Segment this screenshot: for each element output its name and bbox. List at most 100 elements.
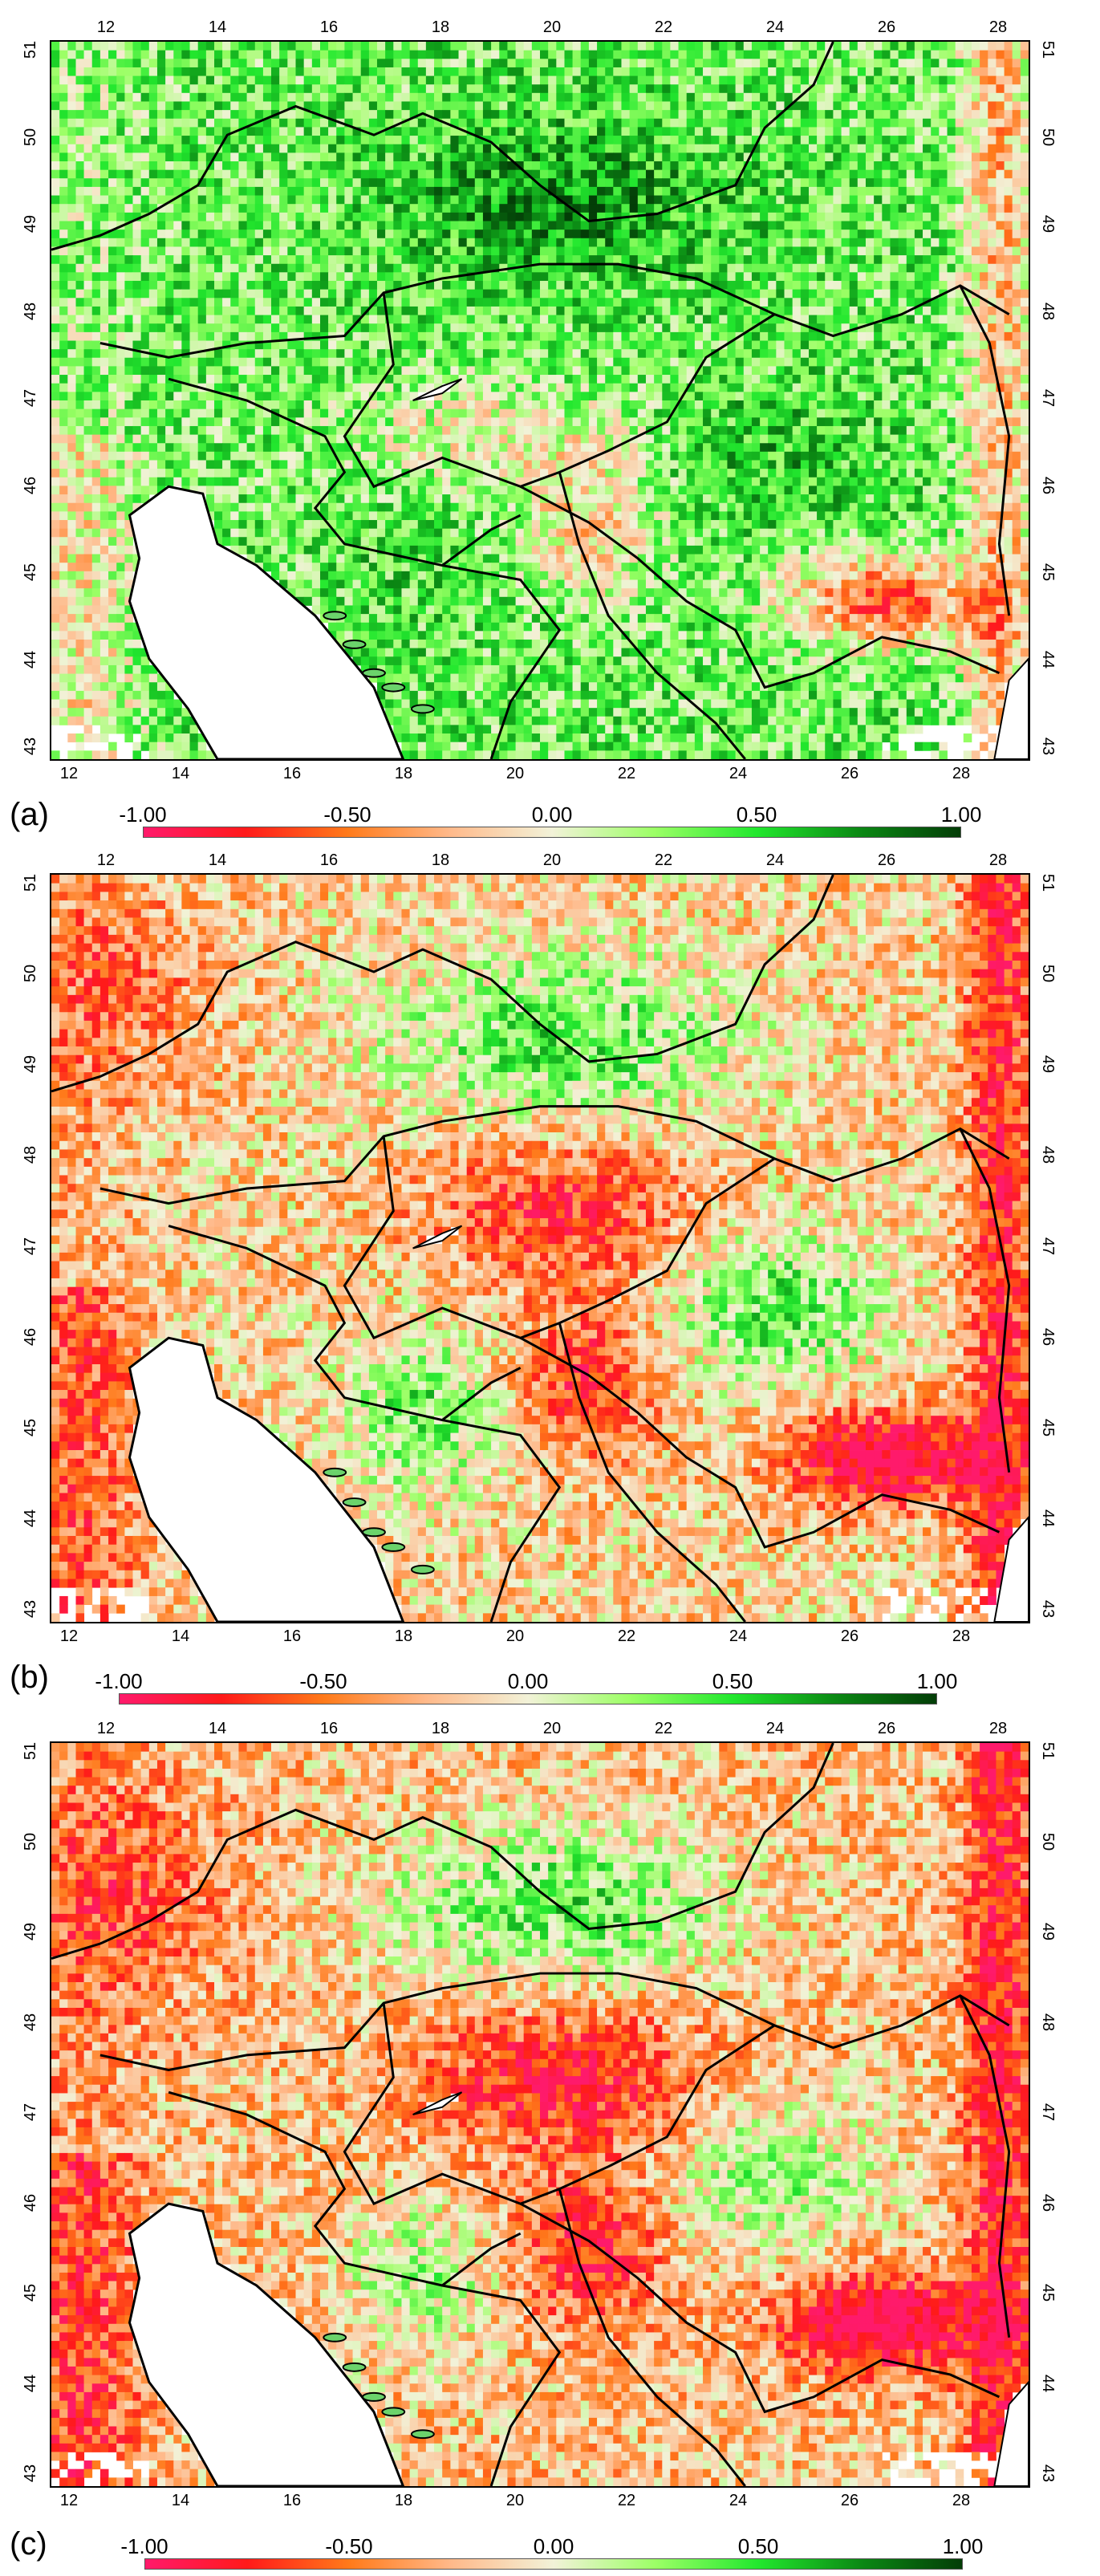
colorbar-tick-label: 0.00: [534, 2536, 574, 2557]
panel-a-label: (a): [10, 798, 49, 831]
lat-tick-right: 43: [1039, 737, 1057, 755]
lon-tick-top: 28: [989, 852, 1007, 868]
colorbar-tick-label: 1.00: [943, 2536, 984, 2557]
lon-tick-top: 22: [655, 1721, 672, 1737]
map-b-borders: [51, 875, 1029, 1622]
colorbar-c: [144, 2558, 963, 2570]
lat-tick-right: 44: [1039, 2374, 1057, 2391]
lon-tick-top: 26: [878, 852, 895, 868]
panel-b: (b) -1.00 -0.50 0.00 0.50 1.00 12 12 14 14 16 16 1…: [0, 852, 1100, 1717]
lat-tick-right: 47: [1039, 2103, 1057, 2121]
lat-tick-left: 49: [22, 1923, 39, 1940]
colorbar-tick-label: -0.50: [325, 2536, 372, 2557]
lat-tick-left: 45: [22, 2284, 39, 2302]
map-c-cells: [51, 1743, 1029, 2486]
lon-tick-bottom: 16: [283, 2493, 301, 2509]
lon-tick-top: 14: [209, 1721, 226, 1737]
lon-tick-top: 26: [878, 19, 895, 35]
lat-tick-right: 45: [1039, 563, 1057, 581]
lon-tick-bottom: 24: [729, 1628, 747, 1644]
lat-tick-left: 46: [22, 476, 39, 494]
lat-tick-right: 45: [1039, 2284, 1057, 2302]
lat-tick-right: 47: [1039, 1237, 1057, 1254]
lat-tick-right: 46: [1039, 2193, 1057, 2211]
lat-tick-left: 48: [22, 2013, 39, 2030]
lat-tick-right: 50: [1039, 1832, 1057, 1850]
colorbar-tick-label: -1.00: [119, 804, 166, 825]
lon-tick-top: 18: [432, 19, 449, 35]
lat-tick-right: 50: [1039, 128, 1057, 145]
lat-tick-right: 49: [1039, 1055, 1057, 1073]
lat-tick-right: 48: [1039, 1146, 1057, 1164]
lat-tick-left: 46: [22, 1328, 39, 1346]
colorbar-tick-label: 0.00: [532, 804, 573, 825]
lat-tick-right: 43: [1039, 1600, 1057, 1618]
panel-b-label: (b): [10, 1661, 49, 1693]
lon-tick-top: 14: [209, 852, 226, 868]
lon-tick-top: 16: [320, 852, 338, 868]
lon-tick-top: 16: [320, 1721, 338, 1737]
lon-tick-bottom: 26: [841, 1628, 858, 1644]
lat-tick-right: 49: [1039, 215, 1057, 233]
colorbar-tick-label: -1.00: [120, 2536, 168, 2557]
lon-tick-bottom: 12: [60, 1628, 78, 1644]
lon-tick-bottom: 22: [618, 2493, 635, 2509]
lon-tick-bottom: 20: [506, 766, 524, 782]
colorbar-a: [143, 827, 961, 838]
lat-tick-right: 48: [1039, 302, 1057, 319]
lat-tick-left: 44: [22, 2374, 39, 2391]
lon-tick-top: 28: [989, 19, 1007, 35]
panel-c: (c) -1.00 -0.50 0.00 0.50 1.00 12 12 14 14 16 16 1…: [0, 1717, 1100, 2576]
lat-tick-left: 47: [22, 2103, 39, 2121]
map-a-cells: [51, 42, 1029, 759]
lon-tick-top: 14: [209, 19, 226, 35]
colorbar-tick-label: 0.00: [508, 1671, 549, 1692]
map-c-svg: [51, 1743, 1029, 2486]
map-a: [50, 40, 1030, 761]
lon-tick-top: 12: [97, 1721, 115, 1737]
lon-tick-bottom: 28: [952, 2493, 970, 2509]
lat-tick-left: 49: [22, 215, 39, 233]
lon-tick-bottom: 26: [841, 766, 858, 782]
lat-tick-right: 44: [1039, 1509, 1057, 1527]
lat-tick-right: 48: [1039, 2013, 1057, 2030]
lat-tick-left: 45: [22, 563, 39, 581]
colorbar-tick-label: 1.00: [941, 804, 982, 825]
map-b: [50, 873, 1030, 1623]
lon-tick-top: 16: [320, 19, 338, 35]
lon-tick-bottom: 14: [172, 766, 189, 782]
lat-tick-left: 50: [22, 1832, 39, 1850]
lon-tick-bottom: 14: [172, 2493, 189, 2509]
colorbar-tick-label: 0.50: [737, 804, 777, 825]
lat-tick-left: 47: [22, 389, 39, 407]
colorbar-tick-label: -0.50: [323, 804, 371, 825]
lat-tick-right: 45: [1039, 1419, 1057, 1436]
lon-tick-bottom: 18: [395, 1628, 412, 1644]
colorbar-tick-label: -1.00: [95, 1671, 142, 1692]
lat-tick-right: 51: [1039, 1742, 1057, 1760]
lon-tick-top: 18: [432, 852, 449, 868]
lon-tick-top: 20: [543, 852, 561, 868]
lat-tick-left: 47: [22, 1237, 39, 1254]
lon-tick-bottom: 26: [841, 2493, 858, 2509]
lat-tick-right: 46: [1039, 1328, 1057, 1346]
lat-tick-right: 46: [1039, 476, 1057, 494]
lon-tick-bottom: 22: [618, 1628, 635, 1644]
lon-tick-bottom: 24: [729, 2493, 747, 2509]
lat-tick-left: 50: [22, 965, 39, 982]
lon-tick-top: 20: [543, 1721, 561, 1737]
lon-tick-bottom: 14: [172, 1628, 189, 1644]
colorbar-b: [119, 1693, 937, 1704]
lat-tick-left: 49: [22, 1055, 39, 1073]
lon-tick-bottom: 16: [283, 1628, 301, 1644]
lat-tick-right: 44: [1039, 650, 1057, 668]
lat-tick-left: 43: [22, 737, 39, 755]
map-b-cells: [51, 875, 1029, 1622]
lon-tick-top: 22: [655, 19, 672, 35]
map-a-borders: [51, 42, 1029, 759]
map-a-svg: [51, 42, 1029, 759]
lon-tick-top: 24: [766, 852, 784, 868]
lat-tick-right: 47: [1039, 389, 1057, 407]
lon-tick-bottom: 18: [395, 2493, 412, 2509]
lon-tick-bottom: 20: [506, 2493, 524, 2509]
